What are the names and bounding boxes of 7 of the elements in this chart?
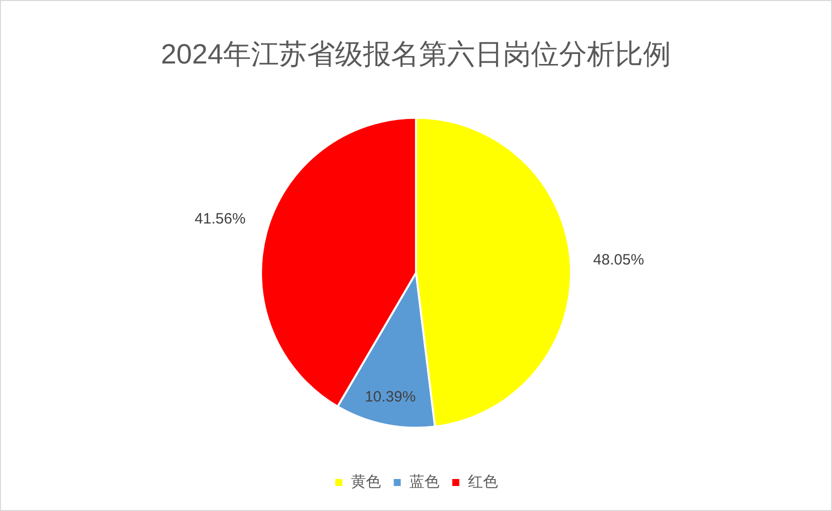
data-label: 10.39%	[364, 388, 416, 406]
legend-label: 黄色	[350, 474, 381, 491]
chart-title: 2024年江苏省级报名第六日岗位分析比例	[160, 38, 672, 70]
legend-label: 蓝色	[409, 474, 440, 491]
data-label: 48.05%	[593, 252, 644, 269]
legend-label: 红色	[468, 474, 498, 491]
data-label: 41.56%	[194, 210, 246, 228]
